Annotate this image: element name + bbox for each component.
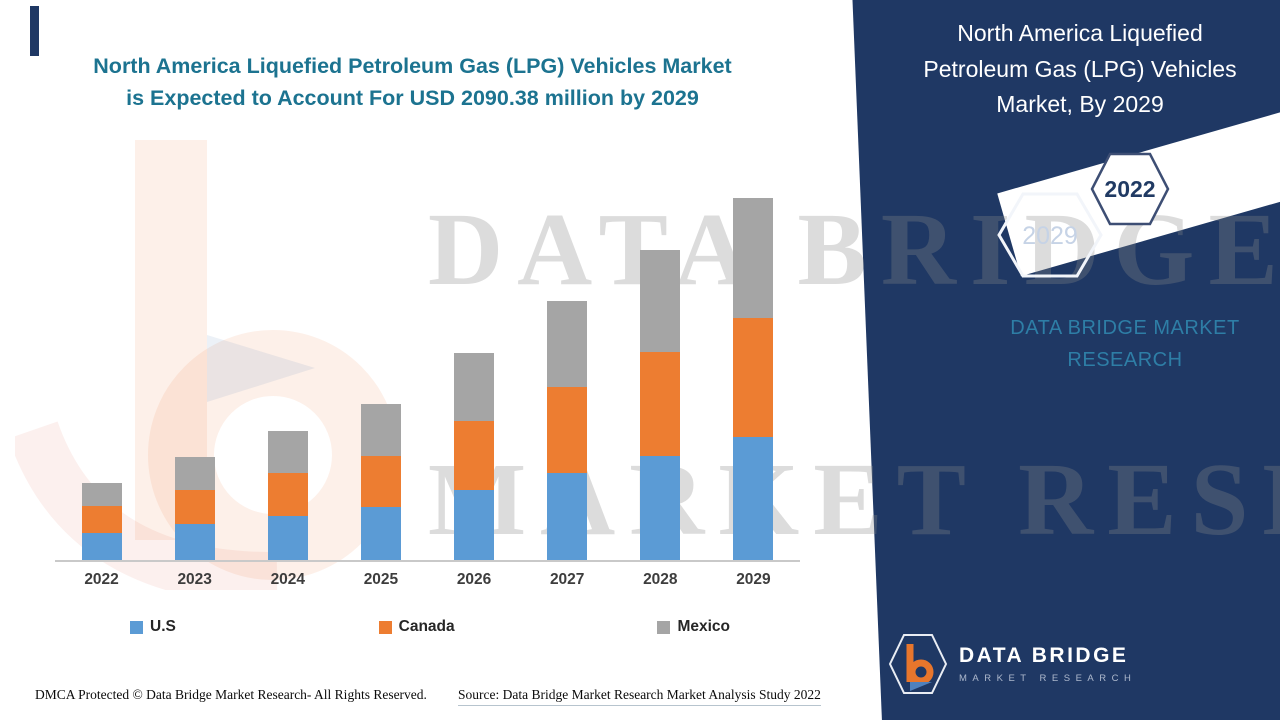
company-logo-name: DATA BRIDGE xyxy=(959,644,1129,667)
hexagon-2022-label: 2022 xyxy=(1104,176,1155,202)
bar-2022 xyxy=(81,482,122,560)
x-axis-label-2026: 2026 xyxy=(456,571,492,588)
bar-segment-canada-2028 xyxy=(640,352,681,457)
chart-legend: U.S Canada Mexico xyxy=(130,618,730,636)
bar-2029 xyxy=(733,197,774,560)
company-logo: DATA BRIDGE MARKET RESEARCH xyxy=(888,632,1136,696)
bar-segment-canada-2027 xyxy=(547,387,588,474)
bar-segment-us-2023 xyxy=(174,524,215,560)
legend-item-mexico: Mexico xyxy=(657,618,730,636)
bar-segment-mexico-2028 xyxy=(640,250,681,353)
company-logo-subtitle: MARKET RESEARCH xyxy=(959,673,1137,684)
legend-label-mexico: Mexico xyxy=(677,618,730,635)
x-axis-label-2023: 2023 xyxy=(177,571,212,588)
legend-label-us: U.S xyxy=(150,618,176,635)
legend-swatch-canada xyxy=(378,620,392,634)
corner-accent-bar xyxy=(30,6,39,56)
bar-segment-us-2027 xyxy=(547,473,588,560)
dmca-notice: DMCA Protected © Data Bridge Market Rese… xyxy=(35,687,427,702)
bar-2028 xyxy=(640,250,681,560)
source-note: Source: Data Bridge Market Research Mark… xyxy=(458,687,821,706)
bar-2025 xyxy=(360,404,401,560)
hexagon-2022-outline xyxy=(1090,152,1170,226)
legend-label-canada: Canada xyxy=(398,618,455,635)
bar-segment-us-2028 xyxy=(640,456,681,560)
bar-2026 xyxy=(454,353,495,560)
bar-segment-mexico-2027 xyxy=(547,301,588,388)
bar-segment-us-2025 xyxy=(360,507,401,560)
legend-item-us: U.S xyxy=(130,618,176,636)
x-axis-label-2029: 2029 xyxy=(736,571,771,588)
panel-brand-text: DATA BRIDGE MARKET RESEARCH xyxy=(1000,312,1250,376)
bar-segment-canada-2023 xyxy=(174,490,215,525)
bar-segment-canada-2026 xyxy=(454,421,495,490)
x-axis-label-2027: 2027 xyxy=(549,571,585,588)
chart-title: North America Liquefied Petroleum Gas (L… xyxy=(40,50,785,115)
bar-segment-us-2024 xyxy=(267,516,308,560)
bar-segment-mexico-2022 xyxy=(81,482,122,506)
bar-2027 xyxy=(547,301,588,560)
bar-slot-2027 xyxy=(521,198,614,560)
hexagon-2029-outline xyxy=(997,192,1103,278)
plot-area xyxy=(55,197,800,562)
bar-segment-mexico-2023 xyxy=(174,457,215,491)
hexagon-2022: 2022 xyxy=(1090,152,1170,226)
company-logo-mark xyxy=(888,634,948,694)
chart-title-line2: is Expected to Account For USD 2090.38 m… xyxy=(126,86,699,111)
legend-item-canada: Canada xyxy=(378,618,455,636)
bar-segment-canada-2029 xyxy=(733,318,774,437)
legend-swatch-us xyxy=(130,620,143,634)
bar-segment-us-2026 xyxy=(454,490,495,560)
bar-slot-2023 xyxy=(148,198,241,560)
company-logo-text: DATA BRIDGE MARKET RESEARCH xyxy=(959,644,1136,684)
bar-slot-2029 xyxy=(707,197,800,560)
bar-segment-us-2022 xyxy=(81,533,122,560)
bar-2023 xyxy=(174,457,215,560)
panel-brand-line2: RESEARCH xyxy=(1067,349,1183,371)
panel-brand-line1: DATA BRIDGE MARKET xyxy=(1010,317,1240,339)
bar-segment-mexico-2024 xyxy=(267,431,308,474)
bar-segment-mexico-2026 xyxy=(454,353,495,422)
legend-swatch-mexico xyxy=(657,620,671,634)
bar-segment-mexico-2025 xyxy=(360,404,401,457)
bar-slot-2028 xyxy=(614,198,707,560)
bar-segment-us-2029 xyxy=(733,437,774,560)
x-axis-label-2025: 2025 xyxy=(363,571,399,588)
hexagon-2029-label: 2029 xyxy=(1022,222,1078,250)
bar-2024 xyxy=(267,431,308,560)
chart-title-line1: North America Liquefied Petroleum Gas (L… xyxy=(93,54,732,78)
bar-segment-canada-2024 xyxy=(267,473,308,516)
bar-segment-canada-2025 xyxy=(360,456,401,507)
x-axis-label-2024: 2024 xyxy=(270,571,306,588)
panel-heading: North America Liquefied Petroleum Gas (L… xyxy=(923,20,1237,118)
hexagon-2029: 2029 xyxy=(997,192,1103,278)
bar-slot-2026 xyxy=(428,198,521,560)
x-axis-label-2022: 2022 xyxy=(84,571,119,588)
bar-slot-2024 xyxy=(241,198,334,560)
bar-segment-canada-2022 xyxy=(81,505,122,534)
x-axis-label-2028: 2028 xyxy=(643,571,678,588)
bar-slot-2022 xyxy=(55,198,148,560)
bar-segment-mexico-2029 xyxy=(733,197,774,318)
bar-chart: 2022 2023 2024 2025 2026 2027 2028 2029 xyxy=(55,197,800,589)
bar-slot-2025 xyxy=(334,198,427,560)
x-axis-labels: 2022 2023 2024 2025 2026 2027 2028 2029 xyxy=(55,571,800,589)
